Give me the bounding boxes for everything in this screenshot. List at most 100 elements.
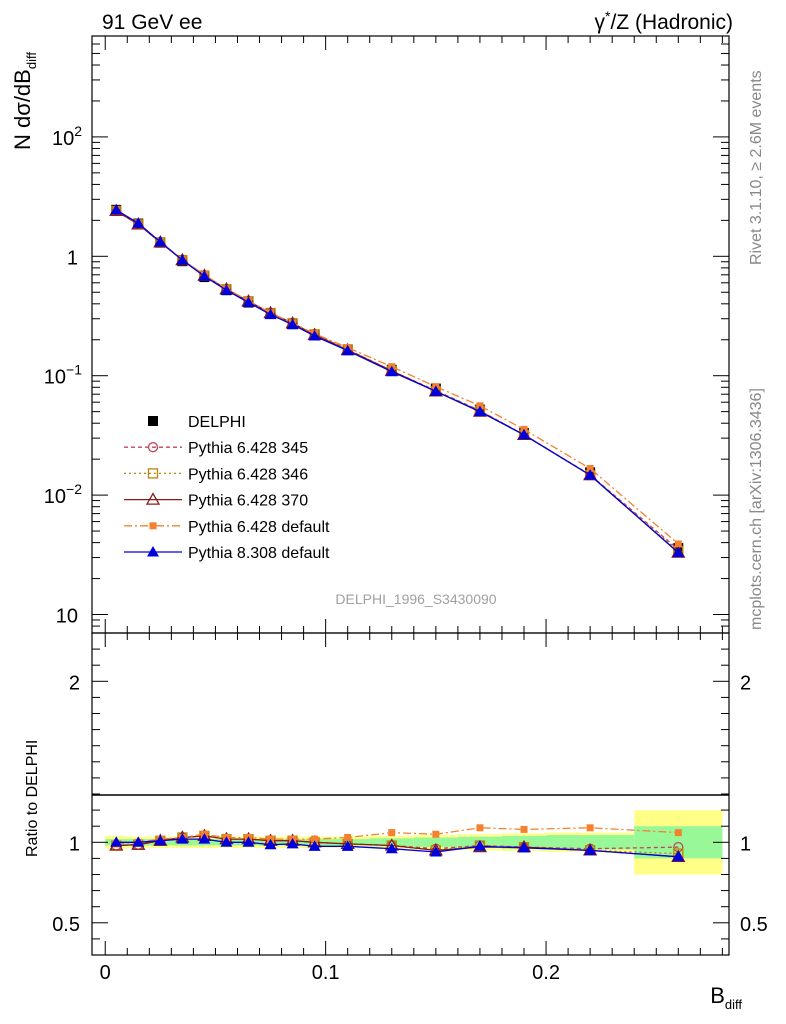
ratio-point-p8def-11 bbox=[385, 842, 398, 854]
header-right: γ*/Z (Hadronic) bbox=[595, 8, 733, 34]
legend-marker-p370 bbox=[145, 492, 161, 505]
x-axis-label-text: B bbox=[710, 983, 725, 1008]
ratio-point-p6def-10 bbox=[344, 833, 352, 841]
legend-marker-p6def bbox=[149, 522, 157, 530]
band-inner-15 bbox=[546, 835, 635, 850]
ratio-point-p8def-14 bbox=[518, 841, 531, 853]
ratio-panel-frame bbox=[91, 632, 730, 956]
ratio-point-p8def-5 bbox=[220, 836, 233, 847]
legend-label-p346: Pythia 6.428 346 bbox=[188, 466, 308, 483]
main-point-p8def-6 bbox=[242, 296, 255, 308]
analysis-watermark: DELPHI_1996_S3430090 bbox=[335, 591, 496, 607]
main-point-p8def-10 bbox=[341, 344, 354, 356]
ratio-point-p8def-12 bbox=[429, 845, 442, 857]
main-point-p8def-9 bbox=[308, 330, 321, 341]
main-y-axis-label-sub: diff bbox=[24, 52, 39, 69]
legend-marker-p345 bbox=[147, 442, 159, 453]
legend-marker-p346 bbox=[147, 468, 159, 479]
ratio-point-p8def-6 bbox=[242, 836, 255, 847]
legend-label-p8def: Pythia 8.308 default bbox=[188, 545, 330, 562]
legend-marker-p8def bbox=[147, 546, 159, 557]
x-tick-label-2: 0.2 bbox=[532, 962, 560, 984]
main-point-p8def-8 bbox=[286, 318, 299, 330]
main-point-p8def-15 bbox=[584, 469, 597, 480]
rivet-version-label: Rivet 3.1.10, ≥ 2.6M events bbox=[748, 70, 765, 265]
header-right-star: * bbox=[605, 8, 611, 24]
ratio-point-p6def-12 bbox=[432, 830, 440, 838]
ratio-point-p8def-13 bbox=[473, 840, 486, 851]
main-y-tick-label-0: 102 bbox=[52, 123, 82, 150]
ratio-point-p8def-16 bbox=[672, 850, 685, 862]
ratio-point-p8def-1 bbox=[132, 836, 145, 847]
main-y-tick-base-0: 10 bbox=[52, 128, 74, 150]
main-series bbox=[109, 203, 686, 558]
main-point-p8def-7 bbox=[264, 308, 277, 320]
header-right-rest: /Z (Hadronic) bbox=[610, 11, 733, 34]
x-tick-label-1: 0.1 bbox=[312, 962, 340, 984]
header-right-gamma: γ bbox=[595, 11, 606, 34]
main-point-p8def-3 bbox=[176, 254, 189, 265]
ratio-y-axis-label: Ratio to DELPHI bbox=[24, 740, 41, 857]
main-point-p8def-1 bbox=[132, 217, 145, 228]
ratio-point-p6def-13 bbox=[476, 824, 484, 832]
ratio-series bbox=[109, 824, 686, 862]
main-point-p8def-5 bbox=[220, 284, 233, 295]
ratio-point-p6def-16 bbox=[674, 829, 682, 837]
x-axis-label: Bdiff bbox=[710, 983, 742, 1012]
ratio-point-p8def-8 bbox=[286, 837, 299, 849]
band-inner-12 bbox=[413, 837, 458, 848]
main-panel-frame bbox=[91, 35, 730, 634]
ratio-point-p8def-10 bbox=[341, 840, 354, 851]
legend-label-data: DELPHI bbox=[188, 414, 246, 431]
main-series-p8def bbox=[110, 203, 685, 558]
legend-item-data: DELPHI bbox=[148, 414, 246, 431]
legend-item-p370: Pythia 6.428 370 bbox=[124, 492, 308, 510]
legend-item-p6def: Pythia 6.428 default bbox=[124, 519, 330, 536]
ratio-point-p6def-11 bbox=[388, 829, 396, 837]
band-inner-11 bbox=[369, 838, 414, 847]
ratio-y-tick-labels: 0.5 0.5 1 1 2 2 bbox=[52, 672, 768, 936]
main-point-p8def-2 bbox=[154, 235, 167, 247]
ratio-point-p8def-9 bbox=[308, 840, 321, 851]
main-point-p8def-11 bbox=[385, 365, 398, 377]
ratio-point-p6def-15 bbox=[586, 824, 594, 832]
main-y-axis-label: N dσ/dBdiff bbox=[10, 52, 39, 150]
legend-item-p346: Pythia 6.428 346 bbox=[124, 466, 308, 483]
ratio-point-p6def-14 bbox=[520, 825, 528, 833]
ratio-y-tick-label-right-2: 2 bbox=[740, 672, 751, 694]
header-left: 91 GeV ee bbox=[102, 11, 202, 34]
legend-label-p370: Pythia 6.428 370 bbox=[188, 493, 308, 510]
main-point-p8def-13 bbox=[473, 405, 486, 417]
x-tick-label-0: 0 bbox=[100, 962, 111, 984]
main-y-axis-label-text: N dσ/dB bbox=[10, 69, 35, 150]
main-point-p6def-16 bbox=[674, 540, 682, 548]
legend-item-p345: Pythia 6.428 345 bbox=[124, 440, 308, 457]
ratio-point-p8def-4 bbox=[198, 833, 211, 844]
ratio-y-tick-label-left-1: 1 bbox=[69, 833, 80, 855]
ratio-point-p8def-2 bbox=[154, 834, 167, 846]
main-y-tick-base-3: 10 bbox=[44, 486, 66, 508]
main-y-tick-exp-3: −2 bbox=[66, 481, 82, 497]
x-axis-label-sub: diff bbox=[725, 997, 742, 1012]
main-y-tick-label-4: 10 bbox=[56, 606, 78, 628]
main-y-tick-exp-2: −1 bbox=[66, 362, 82, 378]
ratio-y-tick-label-right-0: 0.5 bbox=[740, 914, 768, 936]
ratio-y-tick-label-left-2: 2 bbox=[69, 672, 80, 694]
ratio-uncertainty-band bbox=[105, 810, 723, 875]
legend-label-p345: Pythia 6.428 345 bbox=[188, 440, 308, 457]
main-point-p8def-16 bbox=[672, 546, 685, 558]
ratio-line-p346 bbox=[116, 835, 679, 855]
main-y-tick-exp-0: 2 bbox=[74, 123, 82, 139]
main-y-tick-base-2: 10 bbox=[44, 367, 66, 389]
main-point-p6def-15 bbox=[586, 465, 594, 473]
legend-marker-data bbox=[148, 416, 158, 426]
main-y-tick-label-3: 10−2 bbox=[44, 481, 82, 508]
axis-ticks bbox=[92, 35, 729, 956]
legend: DELPHI Pythia 6.428 345 Pythia 6.428 346 Py… bbox=[124, 414, 330, 562]
main-y-tick-label-2: 10−1 bbox=[44, 362, 82, 389]
main-point-p8def-14 bbox=[518, 428, 531, 440]
ratio-y-tick-label-left-0: 0.5 bbox=[52, 914, 80, 936]
main-point-p8def-4 bbox=[198, 270, 211, 281]
